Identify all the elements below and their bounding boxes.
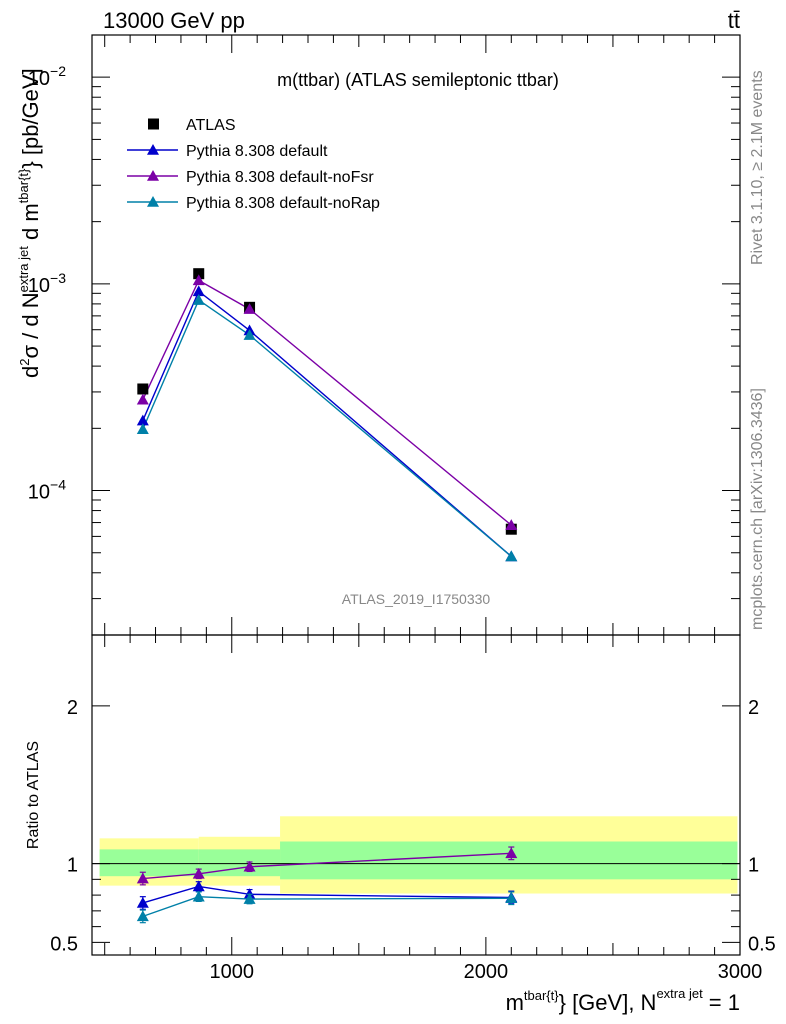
- data-point-mc: [192, 285, 205, 297]
- legend-marker-atlas: [148, 118, 159, 130]
- xtick-label: 3000: [718, 961, 763, 983]
- ratio-series-line: [142, 895, 512, 918]
- data-point-mc: [136, 423, 149, 435]
- ratio-plot-frame: [91, 634, 741, 956]
- ratio-plot: 0.5 0.5 1 1 2 2 1000 2000 3000 Ratio to ATLAS m…: [25, 35, 776, 1015]
- ratio-series: [136, 846, 518, 924]
- data-point-mc: [505, 550, 518, 562]
- main-ylabel: d2σ / d Nextra jet d mtbar{t}} [pb/GeV]: [16, 68, 43, 378]
- ratio-data-point: [243, 893, 256, 904]
- data-point-mc: [136, 414, 149, 426]
- xtick-label: 1000: [210, 961, 255, 983]
- ratio-band-green: [99, 849, 199, 877]
- ratio-ylabel: Ratio to ATLAS: [25, 741, 42, 849]
- main-series-line: [142, 279, 512, 526]
- energy-label: 13000 GeV pp: [103, 8, 245, 33]
- data-point-mc: [505, 519, 518, 530]
- plot-title: m(ttbar) (ATLAS semileptonic ttbar): [277, 70, 559, 90]
- main-series-line: [142, 290, 512, 557]
- data-point-mc: [243, 329, 256, 340]
- ratio-ytick-label-right: 2: [748, 697, 759, 719]
- main-series-line: [142, 298, 512, 557]
- analysis-id: ATLAS_2019_I1750330: [342, 591, 491, 607]
- ratio-series-line: [142, 852, 512, 880]
- process-label: tt̄: [728, 8, 740, 33]
- ratio-ytick-label-left: 0.5: [50, 933, 78, 955]
- ratio-data-point: [192, 890, 205, 902]
- legend-label: Pythia 8.308 default-noRap: [186, 195, 380, 212]
- main-plot: m(ttbar) (ATLAS semileptonic ttbar) ATLA…: [16, 34, 741, 636]
- legend: ATLAS Pythia 8.308 default Pythia 8.308 de…: [127, 117, 380, 212]
- ratio-yaxis-ticks: 0.5 0.5 1 1 2 2: [50, 697, 776, 955]
- ratio-data-point: [136, 896, 149, 908]
- main-ytick-label: 10−2: [28, 63, 66, 90]
- ratio-ytick-label-left: 1: [67, 855, 78, 877]
- xtick-label: 2000: [464, 961, 509, 983]
- xaxis-label: mtbar{t}} [GeV], Nextra jet = 1: [506, 986, 740, 1015]
- data-point-mc: [243, 303, 256, 314]
- ratio-ytick-label-right: 1: [748, 855, 759, 877]
- ratio-data-point: [136, 872, 149, 884]
- ratio-ytick-label-right: 0.5: [748, 933, 776, 955]
- data-point-atlas: [193, 268, 205, 280]
- main-series: [136, 268, 518, 562]
- ratio-data-point: [505, 847, 518, 859]
- main-ytick-label: 10−3: [28, 270, 66, 297]
- rivet-label: Rivet 3.1.10, ≥ 2.1M events: [749, 70, 766, 265]
- ratio-bands: [99, 816, 738, 894]
- ratio-xaxis-ticks: 1000 2000 3000: [104, 35, 763, 983]
- data-point-mc: [192, 274, 205, 286]
- data-point-mc: [192, 294, 205, 305]
- legend-marker-mc: [147, 170, 159, 181]
- mcplots-label: mcplots.cern.ch [arXiv:1306.3436]: [749, 388, 766, 630]
- ratio-data-point: [192, 867, 205, 879]
- legend-label: Pythia 8.308 default-noFsr: [186, 169, 374, 186]
- ratio-ytick-label-left: 2: [67, 697, 78, 719]
- ratio-data-point: [505, 892, 518, 904]
- legend-marker-mc: [147, 196, 159, 207]
- legend-label: Pythia 8.308 default: [186, 143, 328, 160]
- data-point-mc: [136, 393, 149, 405]
- main-ytick-label: 10−4: [28, 477, 66, 504]
- ratio-data-point: [136, 910, 149, 922]
- data-point-atlas: [137, 383, 149, 395]
- ratio-band-green: [280, 841, 738, 880]
- ratio-series-line: [142, 885, 512, 904]
- main-yaxis-ticks: 10−4 10−3 10−2: [28, 63, 740, 636]
- legend-marker-mc: [147, 144, 159, 155]
- legend-label: ATLAS: [186, 117, 236, 134]
- ratio-data-point: [243, 860, 256, 872]
- ratio-data-point: [192, 880, 205, 892]
